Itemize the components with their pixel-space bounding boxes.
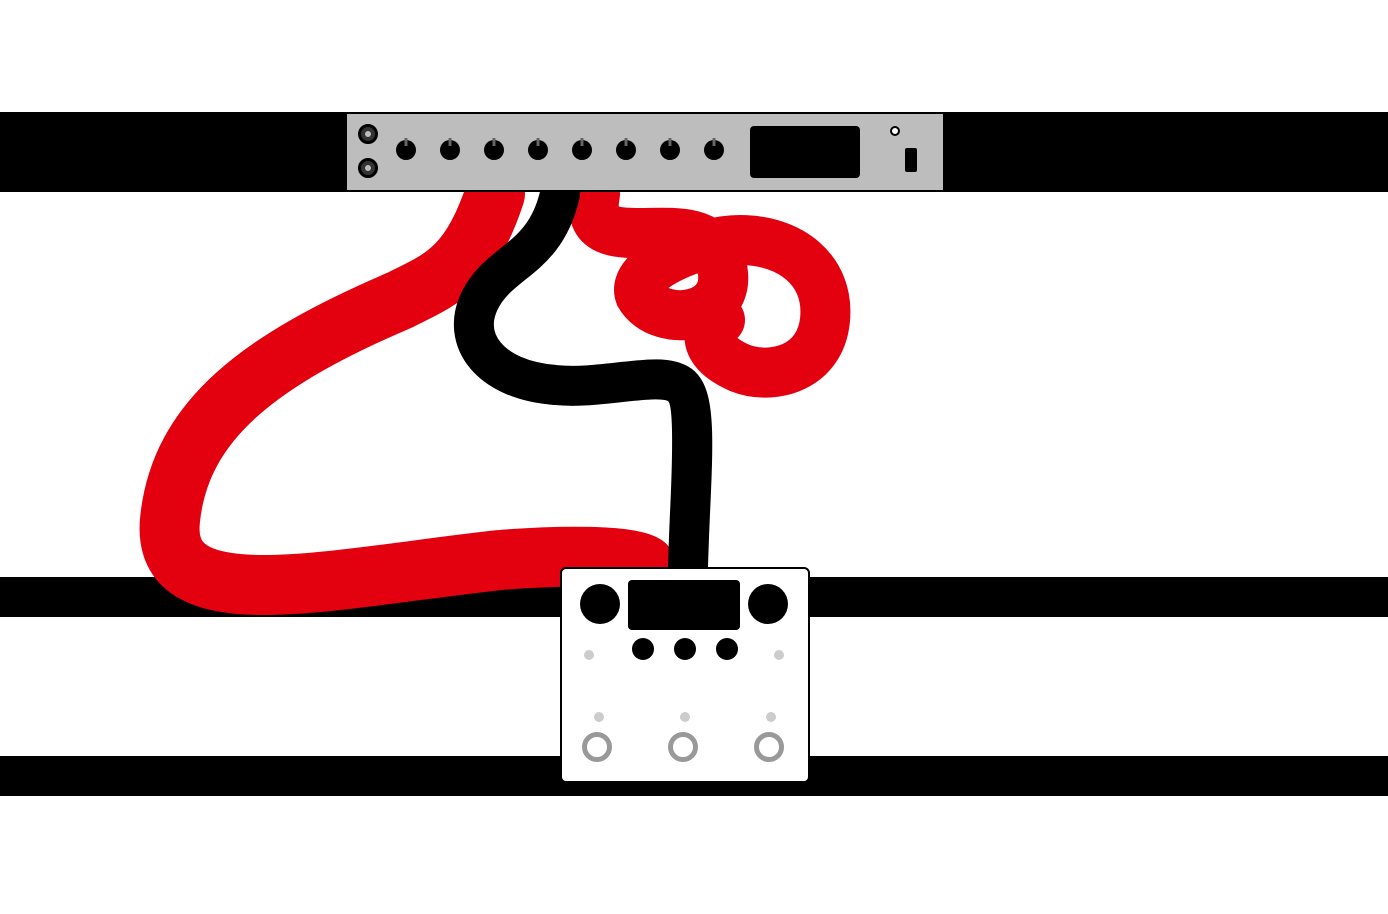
rack-screen xyxy=(750,126,860,178)
pedal-small-knob-2 xyxy=(716,638,738,660)
pedal-small-knob-1 xyxy=(674,638,696,660)
pedal-led-4 xyxy=(766,712,776,722)
rack-port xyxy=(905,148,917,172)
rack-knob-1 xyxy=(440,140,460,160)
rack-knob-2 xyxy=(484,140,504,160)
rack-knob-4 xyxy=(572,140,592,160)
pedal-small-knob-0 xyxy=(632,638,654,660)
pedal-footswitch-0 xyxy=(582,732,612,762)
diagram-canvas xyxy=(0,0,1388,914)
rack-knob-3 xyxy=(528,140,548,160)
rack-knob-6 xyxy=(660,140,680,160)
pedal-big-knob-1 xyxy=(748,584,788,624)
rack-rail-left xyxy=(325,112,345,192)
pedal-big-knob-0 xyxy=(580,584,620,624)
rack-jack-1 xyxy=(358,158,378,178)
pedal-led-0 xyxy=(584,650,594,660)
pedal-led-3 xyxy=(680,712,690,722)
pedal-screen xyxy=(628,580,740,630)
rack-knob-0 xyxy=(396,140,416,160)
cable-midi-left xyxy=(170,194,645,585)
cable-midi-loop1 xyxy=(594,194,826,373)
pedal-led-2 xyxy=(594,712,604,722)
rack-knob-7 xyxy=(704,140,724,160)
rack-jack-0 xyxy=(358,124,378,144)
pedal-led-1 xyxy=(774,650,784,660)
rack-rail-right xyxy=(945,112,965,192)
rack-knob-5 xyxy=(616,140,636,160)
pedal-footswitch-1 xyxy=(668,732,698,762)
cable-signal xyxy=(474,194,692,568)
pedal-footswitch-2 xyxy=(754,732,784,762)
rack-led xyxy=(890,126,900,136)
